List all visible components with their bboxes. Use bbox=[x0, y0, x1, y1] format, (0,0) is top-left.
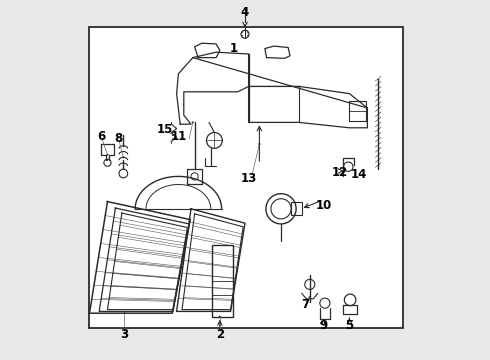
Circle shape bbox=[122, 156, 124, 158]
Text: 7: 7 bbox=[301, 298, 310, 311]
Bar bbox=[212, 245, 233, 317]
Text: 10: 10 bbox=[316, 199, 332, 212]
Text: 3: 3 bbox=[121, 328, 128, 341]
Text: 12: 12 bbox=[331, 166, 347, 179]
Bar bbox=[349, 101, 366, 121]
Circle shape bbox=[123, 312, 125, 314]
Text: 6: 6 bbox=[97, 130, 105, 143]
Circle shape bbox=[258, 143, 261, 145]
Text: 11: 11 bbox=[171, 130, 187, 143]
Circle shape bbox=[219, 316, 221, 318]
Text: 15: 15 bbox=[157, 123, 173, 136]
Text: 13: 13 bbox=[241, 172, 257, 185]
Bar bbox=[291, 202, 302, 215]
Text: 4: 4 bbox=[241, 6, 249, 19]
Circle shape bbox=[309, 296, 311, 298]
Text: 5: 5 bbox=[345, 319, 353, 332]
Text: 9: 9 bbox=[319, 319, 328, 332]
Bar bbox=[90, 27, 403, 328]
Circle shape bbox=[106, 154, 109, 156]
Text: 1: 1 bbox=[230, 42, 238, 55]
Circle shape bbox=[172, 134, 174, 136]
Text: 8: 8 bbox=[114, 132, 122, 145]
Circle shape bbox=[192, 121, 194, 123]
Text: 2: 2 bbox=[216, 328, 224, 341]
Text: 14: 14 bbox=[350, 168, 367, 181]
